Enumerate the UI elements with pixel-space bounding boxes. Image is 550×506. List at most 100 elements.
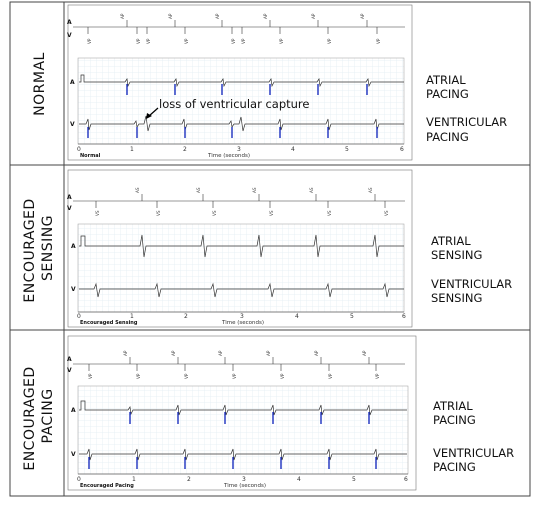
svg-text:AS: AS (252, 187, 257, 193)
svg-text:0: 0 (77, 476, 81, 483)
svg-text:PACING: PACING (426, 130, 469, 144)
svg-text:1: 1 (132, 476, 136, 483)
svg-text:AP: AP (362, 350, 367, 356)
svg-text:SENSING: SENSING (431, 291, 482, 305)
svg-text:V: V (67, 205, 72, 212)
marker-channel-normal: A V AP AP AP AP AP AP VP VP (67, 13, 405, 44)
svg-text:VP: VP (241, 38, 246, 44)
panel-normal: NORMAL A V AP AP AP AP AP (32, 4, 507, 161)
svg-text:6: 6 (404, 476, 408, 483)
svg-text:VP: VP (375, 373, 380, 379)
svg-text:V: V (71, 286, 76, 293)
svg-text:VP: VP (232, 373, 237, 379)
svg-text:VS: VS (327, 210, 332, 216)
svg-text:3: 3 (237, 146, 241, 153)
svg-text:PACING: PACING (426, 87, 469, 101)
svg-text:A: A (71, 407, 76, 414)
svg-text:AS: AS (135, 187, 140, 193)
svg-text:AS: AS (368, 187, 373, 193)
svg-text:V: V (71, 451, 76, 458)
side-label-normal: NORMAL (32, 52, 48, 116)
svg-text:4: 4 (297, 476, 301, 483)
ventricular-trace-encouraged-pacing (79, 448, 407, 461)
atrial-trace-encouraged-sensing (79, 234, 404, 258)
svg-text:AP: AP (218, 350, 223, 356)
svg-text:VP: VP (279, 38, 284, 44)
svg-text:VP: VP (184, 373, 189, 379)
svg-text:A: A (71, 243, 76, 250)
atrial-trace-encouraged-pacing (79, 400, 407, 416)
svg-text:VP: VP (280, 373, 285, 379)
svg-text:VP: VP (136, 373, 141, 379)
svg-text:AS: AS (196, 187, 201, 193)
svg-text:VP: VP (87, 38, 92, 44)
svg-text:V: V (67, 32, 72, 39)
ventricular-trace-encouraged-sensing (79, 282, 404, 298)
svg-text:6: 6 (400, 146, 404, 153)
svg-text:VS: VS (384, 210, 389, 216)
svg-text:VENTRICULAR: VENTRICULAR (426, 115, 507, 129)
svg-text:0: 0 (77, 146, 81, 153)
ecg-strip-encouraged-pacing (77, 385, 409, 475)
svg-text:AP: AP (311, 13, 316, 19)
svg-text:VS: VS (95, 210, 100, 216)
svg-text:VS: VS (212, 210, 217, 216)
svg-text:A: A (67, 194, 72, 201)
svg-text:PACING: PACING (433, 460, 476, 474)
svg-text:AP: AP (266, 350, 271, 356)
svg-text:VP: VP (376, 38, 381, 44)
svg-text:VP: VP (184, 38, 189, 44)
mode-label-encouraged-pacing: Encouraged Pacing (80, 483, 134, 489)
svg-text:AP: AP (171, 350, 176, 356)
svg-text:VP: VP (327, 38, 332, 44)
axis-title-encouraged-pacing: Time (seconds) (223, 483, 266, 489)
svg-text:2: 2 (183, 146, 187, 153)
svg-text:V: V (67, 367, 72, 374)
svg-text:5: 5 (350, 313, 354, 320)
side-label-encouraged-pacing: ENCOURAGED PACING (22, 361, 56, 470)
side-label-encouraged-sensing: ENCOURAGED SENSING (22, 193, 56, 302)
time-ticks-encouraged-pacing: 0 1 2 3 4 5 6 (77, 476, 408, 483)
svg-text:1: 1 (130, 313, 134, 320)
panel-encouraged-pacing: ENCOURAGED PACING A V AP AP AP AP (22, 335, 514, 491)
axis-title-encouraged-sensing: Time (seconds) (221, 320, 264, 326)
svg-text:V: V (70, 121, 75, 128)
svg-text:AP: AP (120, 13, 125, 19)
right-labels-normal: ATRIAL PACING VENTRICULAR PACING (426, 73, 507, 144)
svg-text:VP: VP (136, 38, 141, 44)
svg-text:1: 1 (130, 146, 134, 153)
svg-text:AP: AP (168, 13, 173, 19)
time-ticks-encouraged-sensing: 0 1 2 3 4 5 6 (77, 313, 406, 320)
svg-text:VP: VP (88, 373, 93, 379)
svg-text:4: 4 (291, 146, 295, 153)
marker-labels-normal: AP AP AP AP AP AP VP VP VP VP VP VP VP V… (87, 13, 381, 44)
svg-text:VP: VP (328, 373, 333, 379)
svg-text:0: 0 (77, 313, 81, 320)
svg-text:2: 2 (187, 476, 191, 483)
svg-text:5: 5 (352, 476, 356, 483)
svg-text:VS: VS (156, 210, 161, 216)
time-ticks-normal: 0 1 2 3 4 5 6 (77, 146, 404, 153)
svg-text:VP: VP (146, 38, 151, 44)
svg-text:SENSING: SENSING (431, 248, 482, 262)
svg-text:VS: VS (269, 210, 274, 216)
svg-text:AP: AP (314, 350, 319, 356)
svg-text:AP: AP (123, 350, 128, 356)
marker-labels-encouraged-sensing: AS AS AS AS AS VS VS VS VS VS VS (95, 187, 389, 216)
marker-channel-encouraged-sensing: A V AS AS AS AS AS VS VS VS VS V (67, 187, 405, 216)
svg-text:AP: AP (215, 13, 220, 19)
svg-text:2: 2 (184, 313, 188, 320)
svg-text:VENTRICULAR: VENTRICULAR (431, 277, 512, 291)
svg-text:3: 3 (242, 476, 246, 483)
svg-text:AP: AP (263, 13, 268, 19)
svg-text:3: 3 (240, 313, 244, 320)
svg-text:PACING: PACING (433, 413, 476, 427)
marker-labels-encouraged-pacing: AP AP AP AP AP AP VP VP VP VP VP VP VP (88, 350, 380, 379)
annotation-arrow-normal (148, 107, 159, 117)
mode-label-normal: Normal (80, 153, 101, 159)
right-labels-encouraged-sensing: ATRIAL SENSING VENTRICULAR SENSING (431, 234, 512, 305)
svg-text:4: 4 (295, 313, 299, 320)
svg-text:A: A (67, 19, 72, 26)
svg-text:A: A (67, 356, 72, 363)
